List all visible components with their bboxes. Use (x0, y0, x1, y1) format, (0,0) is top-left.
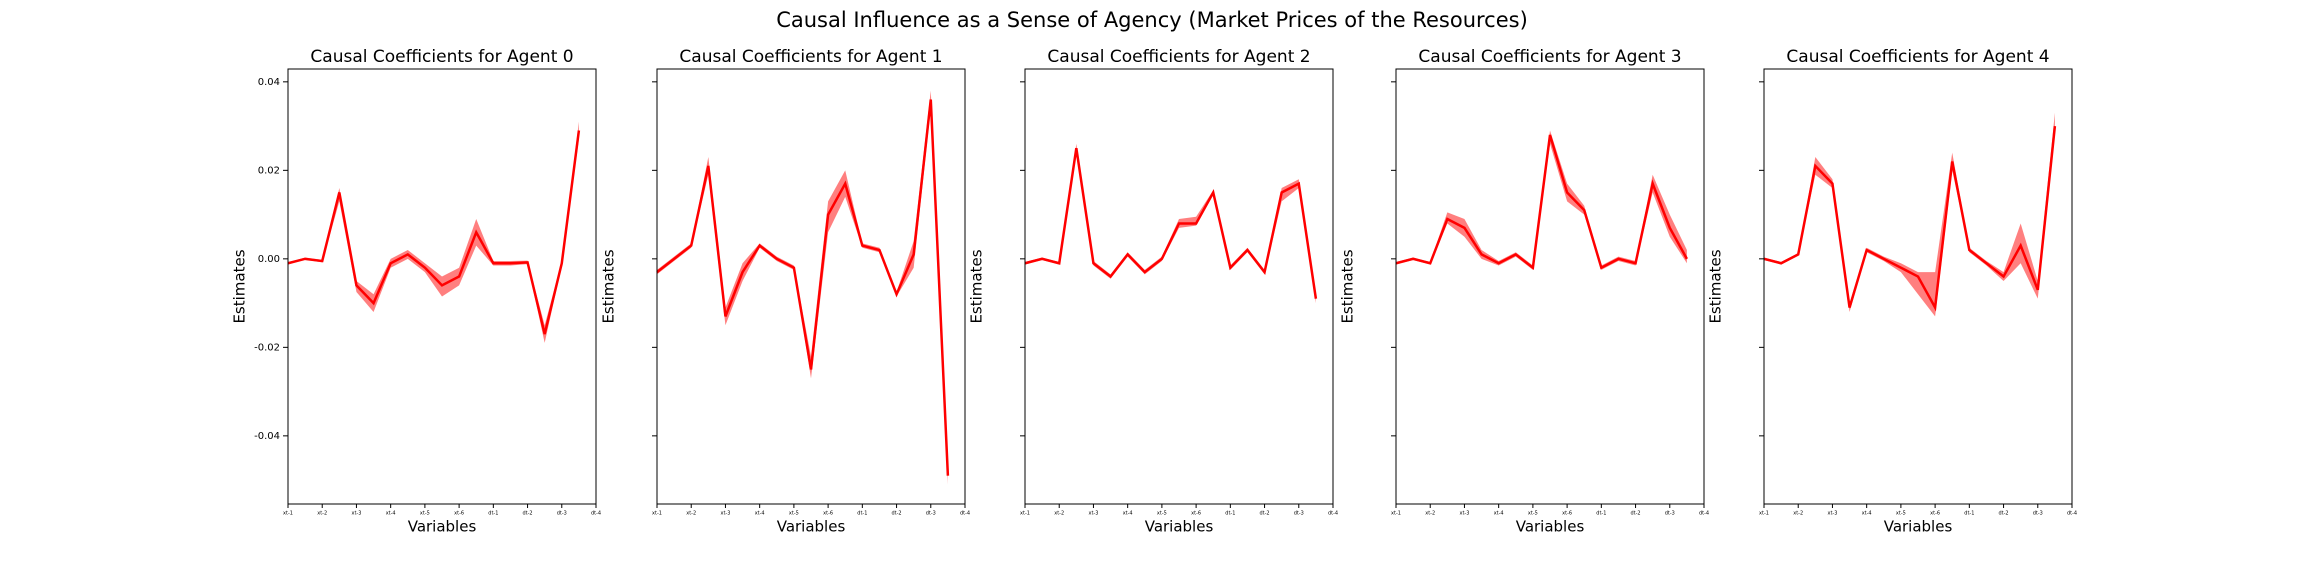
confidence-band (1764, 112, 2055, 317)
y-tick-label: -0.02 (254, 342, 280, 353)
x-tick-label: dt-3 (1665, 511, 1675, 517)
y-axis-label: Estimates (600, 249, 618, 323)
y-tick-label: -0.04 (254, 431, 280, 442)
x-tick-label: dt-4 (1328, 511, 1338, 517)
x-tick-label: dt-3 (926, 511, 936, 517)
x-tick-label: dt-1 (1225, 511, 1235, 517)
axes-frame (656, 68, 966, 505)
x-tick-label: dt-3 (2033, 511, 2043, 517)
x-tick-label: xt-2 (1793, 511, 1803, 517)
estimate-line (1763, 125, 2057, 312)
x-tick-label: xt-3 (351, 511, 361, 517)
x-tick-label: xt-6 (823, 511, 833, 517)
x-tick-label: dt-1 (488, 511, 498, 517)
y-axis-label: Estimates (968, 249, 986, 323)
x-tick-label: xt-5 (1528, 511, 1538, 517)
x-tick-label: xt-3 (720, 511, 730, 517)
x-tick-label: xt-4 (1123, 511, 1133, 517)
x-tick-label: xt-1 (283, 511, 293, 517)
x-tick-label: xt-2 (317, 511, 327, 517)
x-tick-label: xt-5 (420, 511, 430, 517)
y-axis-label: Estimates (1707, 249, 1725, 323)
x-axis-label: Variables (1884, 518, 1953, 536)
x-tick-label: xt-5 (1157, 511, 1167, 517)
axes-frame (287, 68, 597, 505)
x-tick-label: dt-2 (1259, 511, 1269, 517)
x-axis-label: Variables (408, 518, 477, 536)
x-tick-label: xt-6 (1930, 511, 1940, 517)
x-tick-label: xt-4 (1494, 511, 1504, 517)
x-tick-label: dt-4 (2067, 511, 2077, 517)
x-tick-label: xt-5 (1896, 511, 1906, 517)
x-tick-label: dt-4 (1699, 511, 1709, 517)
x-tick-label: xt-2 (1425, 511, 1435, 517)
x-tick-label: dt-4 (591, 511, 601, 517)
x-tick-label: xt-5 (789, 511, 799, 517)
x-tick-label: xt-1 (1020, 511, 1030, 517)
x-tick-label: xt-3 (1459, 511, 1469, 517)
x-tick-label: xt-1 (652, 511, 662, 517)
x-tick-label: xt-2 (686, 511, 696, 517)
axes-frame (1763, 68, 2073, 505)
x-tick-label: xt-3 (1088, 511, 1098, 517)
estimate-line (287, 130, 581, 335)
x-tick-label: dt-2 (1998, 511, 2008, 517)
confidence-band (657, 90, 948, 485)
x-tick-label: xt-1 (1391, 511, 1401, 517)
confidence-band (1025, 143, 1316, 304)
axes-frame (1395, 68, 1705, 505)
y-axis-label: Estimates (1339, 249, 1357, 323)
subplot-title: Causal Coefficients for Agent 4 (1786, 47, 2049, 67)
subplot-title: Causal Coefficients for Agent 3 (1418, 47, 1681, 67)
x-axis-label: Variables (1145, 518, 1214, 536)
x-tick-label: xt-2 (1054, 511, 1064, 517)
estimate-line (656, 99, 950, 476)
x-tick-label: xt-3 (1827, 511, 1837, 517)
estimate-line (1395, 134, 1688, 271)
x-tick-label: xt-4 (1862, 511, 1872, 517)
axes-frame (1024, 68, 1334, 505)
figure-title: Causal Influence as a Sense of Agency (M… (776, 8, 1528, 32)
x-tick-label: dt-1 (857, 511, 867, 517)
x-axis-label: Variables (777, 518, 846, 536)
x-tick-label: dt-2 (891, 511, 901, 517)
subplot-title: Causal Coefficients for Agent 1 (679, 47, 942, 67)
x-tick-label: dt-3 (557, 511, 567, 517)
y-axis-label: Estimates (231, 249, 249, 323)
x-tick-label: dt-1 (1596, 511, 1606, 517)
x-tick-label: dt-1 (1964, 511, 1974, 517)
y-tick-label: 0.04 (258, 77, 280, 88)
x-tick-label: dt-2 (1630, 511, 1640, 517)
x-tick-label: dt-4 (960, 511, 970, 517)
subplot-title: Causal Coefficients for Agent 0 (310, 47, 573, 67)
x-tick-label: xt-6 (1191, 511, 1201, 517)
x-tick-label: xt-6 (1562, 511, 1572, 517)
x-tick-label: xt-1 (1759, 511, 1769, 517)
x-axis-label: Variables (1516, 518, 1585, 536)
estimate-line (1024, 148, 1318, 299)
subplot-title: Causal Coefficients for Agent 2 (1047, 47, 1310, 67)
x-tick-label: xt-4 (755, 511, 765, 517)
x-tick-label: xt-6 (454, 511, 464, 517)
y-tick-label: 0.00 (258, 254, 280, 265)
y-tick-label: 0.02 (258, 165, 280, 176)
confidence-band (288, 121, 579, 343)
x-tick-label: dt-2 (522, 511, 532, 517)
x-tick-label: dt-3 (1294, 511, 1304, 517)
x-tick-label: xt-4 (386, 511, 396, 517)
